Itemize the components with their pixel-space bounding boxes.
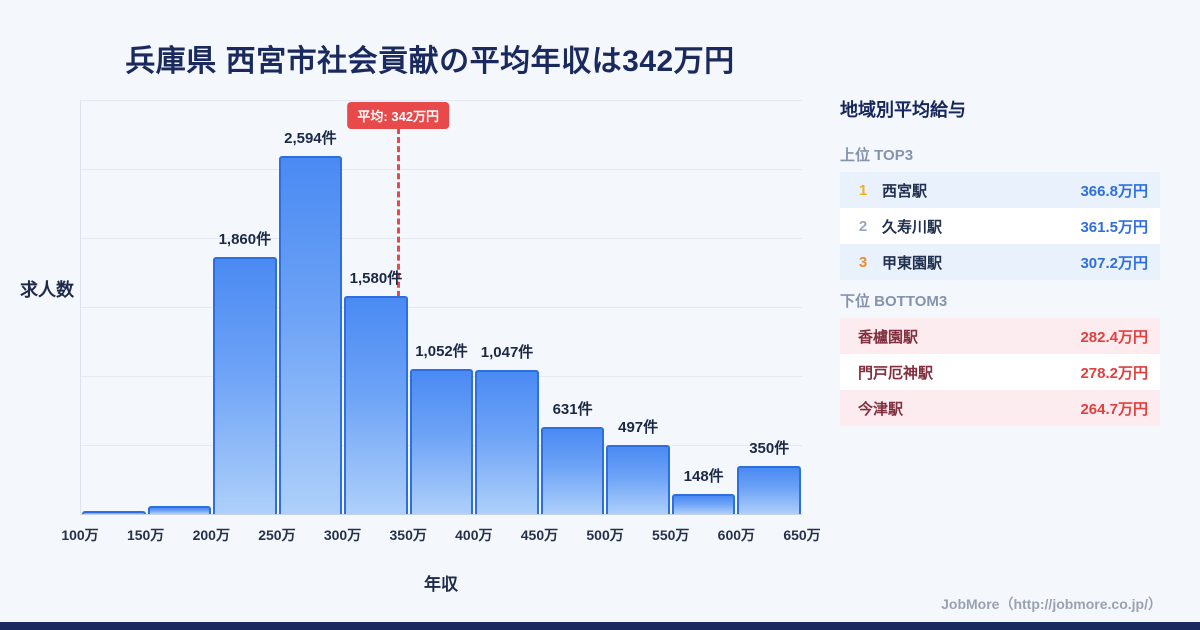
gridline [81, 168, 802, 170]
histogram-bar-slot: 148件 [671, 100, 737, 514]
bottom3-table: 香櫨園駅 282.4万円門戸厄神駅 278.2万円今津駅 264.7万円 [840, 318, 1160, 426]
histogram-bar-slot: 350件 [736, 100, 802, 514]
histogram-bar-slot [81, 100, 147, 514]
histogram-bar-slot: 1,580件 [343, 100, 409, 514]
x-tick-label: 650万 [783, 527, 821, 543]
bar-count-label: 148件 [683, 467, 724, 485]
top3-table: 1 西宮駅 366.8万円 2 久寿川駅 361.5万円 3 甲東園駅 307.2万円 [840, 172, 1160, 280]
histogram-bar [737, 465, 801, 514]
top3-row: 3 甲東園駅 307.2万円 [840, 244, 1160, 280]
bar-count-label: 1,860件 [218, 231, 272, 249]
histogram-bar [606, 445, 670, 514]
bar-count-label: 497件 [618, 419, 659, 437]
station-name: 久寿川駅 [882, 218, 943, 236]
histogram-bar-slot: 1,047件 [474, 100, 540, 514]
bottom3-header: 下位 BOTTOM3 [840, 293, 948, 310]
top3-header: 上位 TOP3 [840, 147, 914, 164]
x-axis-ticks: 100万 150万 200万 250万 300万 350万 400万 450万 500万 550万… [61, 525, 820, 545]
x-axis-label: 年収 [424, 575, 458, 594]
x-tick-label: 300万 [323, 527, 362, 543]
histogram-bar-slot: 631件 [540, 100, 606, 514]
station-name: 香櫨園駅 [858, 328, 919, 346]
rank-number: 2 [858, 217, 868, 235]
histogram-bar [409, 368, 474, 514]
histogram-bar [147, 505, 212, 514]
histogram-bar [671, 493, 736, 514]
panel-title: 地域別平均給与 [840, 100, 966, 120]
gridline [81, 100, 802, 101]
station-name: 門戸厄神駅 [858, 364, 934, 382]
x-tick-label: 200万 [192, 527, 230, 543]
x-tick-label: 450万 [520, 527, 559, 543]
plot-area: 平均: 342万円 1,860件 2,594件 1,580件 1,052件 1,047件… [80, 100, 802, 515]
bottom3-row: 今津駅 264.7万円 [840, 390, 1160, 426]
bar-count-label: 1,580件 [349, 269, 403, 287]
x-tick-label: 500万 [586, 527, 624, 543]
bar-count-label: 350件 [749, 439, 790, 457]
x-tick-label: 150万 [126, 527, 165, 543]
salary-value: 282.4万円 [1080, 328, 1148, 346]
bar-count-label: 1,047件 [480, 343, 534, 361]
histogram-bar [344, 295, 408, 514]
y-axis-label: 求人数 [20, 280, 74, 300]
histogram-bar [213, 257, 277, 514]
salary-value: 307.2万円 [1080, 254, 1148, 272]
salary-value: 366.8万円 [1080, 182, 1148, 200]
footer-credit: JobMore（http://jobmore.co.jp/） [941, 596, 1162, 612]
histogram-bar [278, 156, 343, 514]
histogram-bar-slot: 1,860件 [212, 100, 278, 514]
x-tick-label: 550万 [652, 527, 690, 543]
region-salary-panel: 地域別平均給与 上位 TOP3 1 西宮駅 366.8万円 2 久寿川駅 361.5万円 3… [840, 96, 1160, 426]
histogram-bar-slot: 497件 [605, 100, 671, 514]
station-name: 今津駅 [858, 400, 904, 418]
salary-value: 278.2万円 [1080, 364, 1148, 382]
x-tick-label: 600万 [717, 527, 756, 543]
x-tick-label: 100万 [61, 527, 99, 543]
average-badge: 平均: 342万円 [347, 102, 450, 129]
station-name: 西宮駅 [882, 182, 928, 200]
top3-row: 1 西宮駅 366.8万円 [840, 172, 1160, 208]
bar-count-label: 631件 [552, 400, 593, 418]
gridline [81, 307, 802, 308]
bar-count-label: 1,052件 [415, 342, 468, 360]
rank-number: 3 [858, 253, 868, 271]
page-title: 兵庫県 西宮市社会貢献の平均年収は342万円 [125, 45, 735, 78]
gridline [81, 237, 802, 239]
histogram-bar-slot: 2,594件 [278, 100, 344, 514]
rank-number: 1 [858, 181, 868, 199]
salary-value: 264.7万円 [1080, 400, 1148, 418]
bar-count-label: 2,594件 [284, 130, 337, 148]
station-name: 甲東園駅 [882, 254, 943, 272]
x-tick-label: 350万 [389, 527, 427, 543]
bottom3-row: 門戸厄神駅 278.2万円 [840, 354, 1160, 390]
bottom-navy-strip [0, 622, 1200, 630]
top3-row: 2 久寿川駅 361.5万円 [840, 208, 1160, 244]
x-tick-label: 250万 [258, 527, 296, 543]
histogram-bar [540, 426, 605, 514]
bottom3-row: 香櫨園駅 282.4万円 [840, 318, 1160, 354]
x-tick-label: 400万 [455, 527, 493, 543]
histogram-bar-slot: 1,052件 [409, 100, 475, 514]
salary-value: 361.5万円 [1080, 218, 1148, 236]
histogram-bar-slot [147, 100, 213, 514]
histogram-bar [82, 511, 146, 514]
histogram-bar [475, 369, 539, 514]
